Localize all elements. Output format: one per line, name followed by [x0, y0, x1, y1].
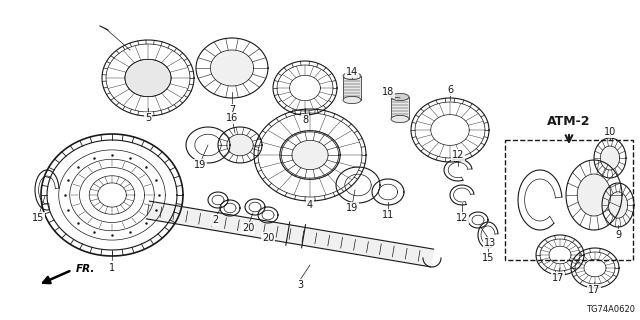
Ellipse shape	[211, 50, 253, 86]
Text: 7: 7	[229, 105, 235, 115]
Text: 19: 19	[194, 160, 206, 170]
Ellipse shape	[577, 174, 611, 216]
Text: 4: 4	[307, 200, 313, 210]
Text: 16: 16	[226, 113, 238, 123]
Ellipse shape	[391, 116, 409, 123]
Ellipse shape	[292, 140, 328, 170]
Ellipse shape	[343, 96, 361, 104]
Ellipse shape	[343, 72, 361, 80]
Text: 15: 15	[482, 253, 494, 263]
Text: 5: 5	[145, 113, 151, 123]
Text: 13: 13	[484, 238, 496, 248]
Bar	[505, 140, 633, 260]
Ellipse shape	[227, 134, 253, 156]
Text: 14: 14	[346, 67, 358, 77]
Text: 11: 11	[382, 210, 394, 220]
Bar	[343, 76, 361, 100]
Text: 17: 17	[552, 273, 564, 283]
Text: 6: 6	[447, 85, 453, 95]
Text: 8: 8	[302, 115, 308, 125]
Ellipse shape	[391, 93, 409, 100]
Text: TG74A0620: TG74A0620	[586, 305, 635, 314]
Text: 10: 10	[604, 127, 616, 137]
Text: 19: 19	[346, 203, 358, 213]
Text: 3: 3	[297, 280, 303, 290]
Ellipse shape	[609, 192, 628, 218]
Text: 20: 20	[242, 223, 254, 233]
Text: 18: 18	[382, 87, 394, 97]
Text: 17: 17	[588, 285, 600, 295]
Text: FR.: FR.	[76, 264, 95, 274]
Ellipse shape	[600, 146, 620, 170]
Text: 12: 12	[456, 213, 468, 223]
Bar	[391, 97, 409, 119]
Text: 20: 20	[262, 233, 274, 243]
Text: 2: 2	[212, 215, 218, 225]
Text: ATM-2: ATM-2	[547, 115, 591, 128]
Polygon shape	[147, 201, 433, 267]
Text: 9: 9	[615, 230, 621, 240]
Text: 12: 12	[452, 150, 464, 160]
Text: 15: 15	[32, 213, 44, 223]
Text: 1: 1	[109, 263, 115, 273]
Ellipse shape	[125, 59, 171, 97]
